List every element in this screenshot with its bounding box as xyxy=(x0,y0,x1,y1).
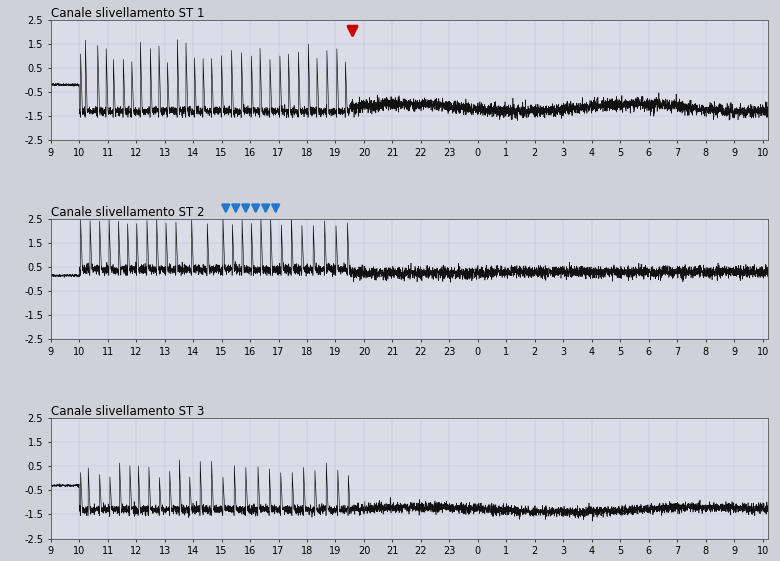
Text: Canale slivellamento ST 3: Canale slivellamento ST 3 xyxy=(51,405,204,418)
Text: Canale slivellamento ST 2: Canale slivellamento ST 2 xyxy=(51,206,204,219)
Text: Canale slivellamento ST 1: Canale slivellamento ST 1 xyxy=(51,7,204,20)
